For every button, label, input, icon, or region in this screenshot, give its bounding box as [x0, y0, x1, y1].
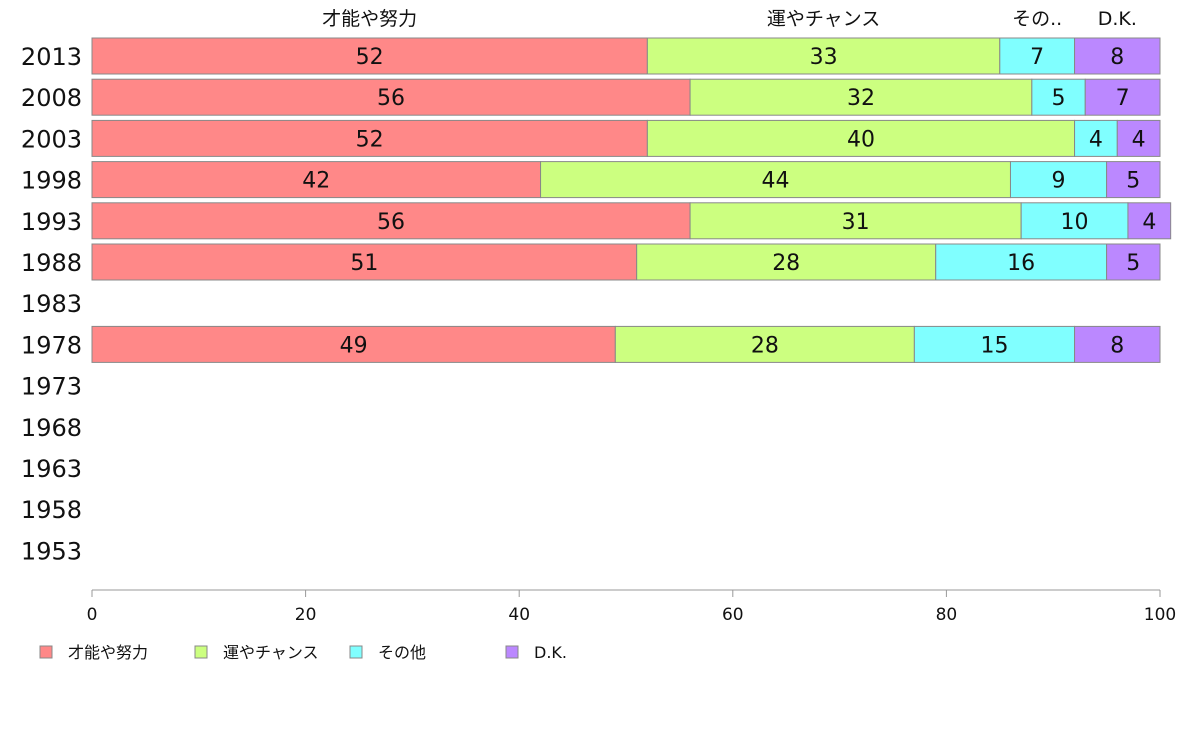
data-label: 7	[1030, 45, 1044, 70]
top-segment-label: 運やチャンス	[767, 8, 880, 30]
bar-segment	[913, 325, 1076, 363]
data-label: 4	[1132, 127, 1146, 152]
legend-swatch	[349, 645, 363, 659]
bar-segment	[1084, 78, 1161, 116]
data-label: 15	[980, 333, 1008, 358]
bar-segment	[646, 37, 1001, 75]
data-label: 7	[1116, 86, 1130, 111]
x-axis: 0 20 40 60 80 100	[87, 589, 1176, 625]
bar-segment	[91, 37, 648, 75]
category-label: 2013	[21, 43, 82, 71]
data-label: 9	[1052, 169, 1066, 194]
data-label: 51	[350, 251, 378, 276]
bar-segment	[636, 243, 937, 281]
category-label: 1958	[21, 496, 82, 524]
category-label: 1963	[21, 455, 82, 483]
bar-segment	[1020, 202, 1129, 240]
top-segment-labels: 才能や努力 運やチャンス その.. D.K.	[322, 8, 1137, 30]
legend-swatch	[39, 645, 53, 659]
category-label: 1953	[21, 537, 82, 565]
bar-segment	[1074, 37, 1161, 75]
data-label: 28	[751, 333, 779, 358]
category-label: 1978	[21, 331, 82, 359]
x-tick-label: 100	[1144, 605, 1176, 625]
bar-segment	[540, 161, 1011, 199]
category-label: 1988	[21, 249, 82, 277]
x-tick-label: 20	[295, 605, 317, 625]
legend-label: その他	[378, 643, 426, 662]
bar-segment	[689, 78, 1033, 116]
bar-segment	[1127, 202, 1172, 240]
bar-segment	[1106, 161, 1161, 199]
data-label: 5	[1126, 251, 1140, 276]
data-label: 10	[1061, 210, 1089, 235]
bar-segment	[91, 119, 648, 157]
category-label: 1973	[21, 373, 82, 401]
data-label: 32	[847, 86, 875, 111]
data-label: 5	[1126, 169, 1140, 194]
data-label: 31	[842, 210, 870, 235]
data-label: 16	[1007, 251, 1035, 276]
category-label: 2008	[21, 84, 82, 112]
data-label: 33	[810, 45, 838, 70]
top-segment-label: D.K.	[1098, 8, 1137, 30]
bar-area: 52 33 7 856 32 5 752 40 4 442 44 9 556 31 10 451 28 16 549…	[91, 37, 1172, 363]
bar-segment	[646, 119, 1076, 157]
legend-swatch	[505, 645, 519, 659]
data-label: 49	[340, 333, 368, 358]
bar-segment	[1106, 243, 1161, 281]
legend-swatch	[194, 645, 208, 659]
data-label: 40	[847, 127, 875, 152]
x-tick-label: 0	[87, 605, 98, 625]
top-segment-label: 才能や努力	[322, 8, 417, 30]
data-label: 8	[1110, 333, 1124, 358]
legend-label: 運やチャンス	[223, 643, 319, 662]
category-label: 1983	[21, 290, 82, 318]
data-label: 52	[356, 127, 384, 152]
bar-segment	[1074, 325, 1161, 363]
x-tick-label: 60	[722, 605, 744, 625]
category-label: 1993	[21, 208, 82, 236]
legend-label: 才能や努力	[68, 643, 148, 662]
category-label: 2003	[21, 125, 82, 153]
data-label: 28	[772, 251, 800, 276]
bar-segment	[1031, 78, 1086, 116]
data-label: 5	[1052, 86, 1066, 111]
data-label: 52	[356, 45, 384, 70]
legend-label: D.K.	[534, 643, 567, 662]
data-label: 8	[1110, 45, 1124, 70]
bar-segment	[91, 243, 638, 281]
bar-segment	[1116, 119, 1161, 157]
legend: 才能や努力 運やチャンス その他 D.K.	[39, 643, 567, 662]
x-tick-label: 80	[936, 605, 958, 625]
x-tick-label: 40	[508, 605, 530, 625]
bar-segment	[91, 202, 691, 240]
data-label: 44	[762, 169, 790, 194]
data-label: 56	[377, 210, 405, 235]
bar-segment	[91, 78, 691, 116]
category-label: 1968	[21, 414, 82, 442]
category-axis-labels: 2013 2008 2003 1998 1993 1988 1983 1978 1973 1968…	[21, 43, 82, 565]
data-label: 56	[377, 86, 405, 111]
data-label: 4	[1142, 210, 1156, 235]
bar-segment	[689, 202, 1022, 240]
bar-segment	[935, 243, 1108, 281]
bar-segment	[91, 161, 542, 199]
bar-segment	[91, 325, 616, 363]
category-label: 1998	[21, 167, 82, 195]
top-segment-label: その..	[1012, 8, 1062, 30]
data-label: 42	[302, 169, 330, 194]
bar-segment	[999, 37, 1076, 75]
data-label: 4	[1089, 127, 1103, 152]
